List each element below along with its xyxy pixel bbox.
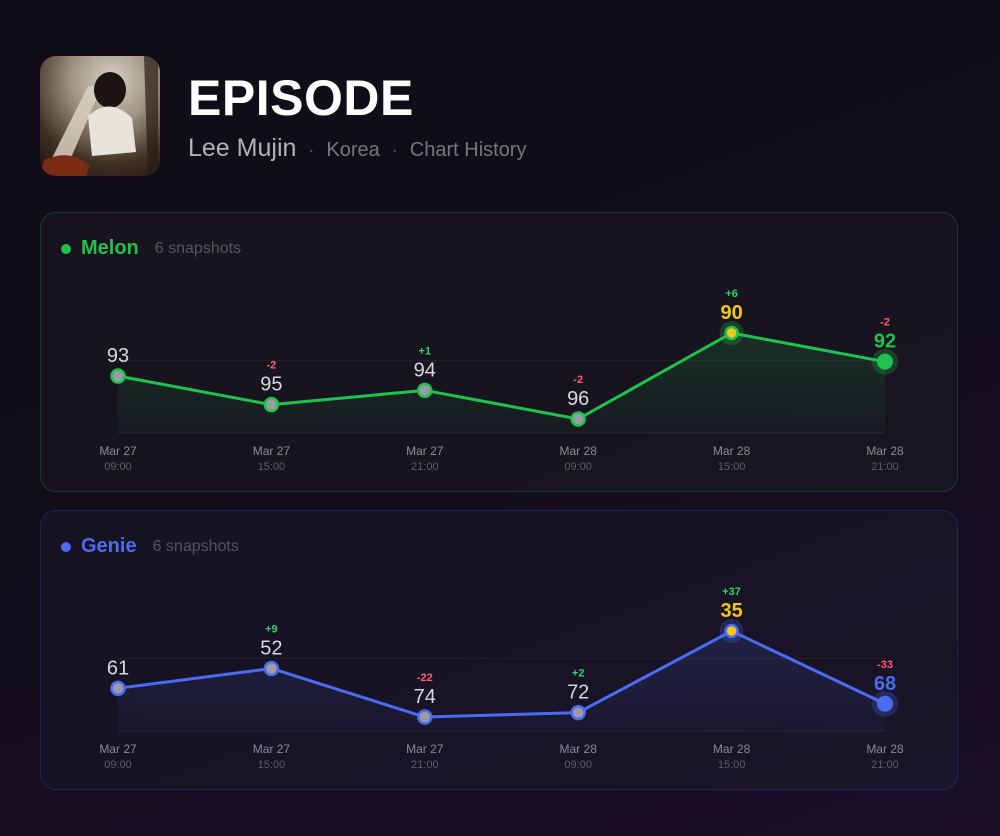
- genie-x-tick-time: 21:00: [411, 759, 439, 771]
- genie-value-label: 68: [874, 673, 896, 695]
- genie-card-header: Genie 6 snapshots: [61, 535, 239, 558]
- genie-x-tick-date: Mar 27: [406, 742, 444, 756]
- album-cover: [40, 56, 160, 176]
- genie-value-label: 72: [567, 682, 589, 704]
- genie-data-point: [263, 660, 280, 677]
- separator: ·: [391, 140, 398, 160]
- genie-data-point: [110, 680, 126, 697]
- genie-value-label: 52: [260, 637, 282, 659]
- genie-chart-title: Genie: [81, 535, 137, 557]
- genie-data-point-best: [724, 623, 739, 639]
- page-label: Chart History: [409, 139, 527, 161]
- genie-x-tick-time: 09:00: [564, 759, 592, 771]
- song-title: EPISODE: [188, 70, 414, 126]
- melon-data-point-latest: [877, 353, 893, 370]
- genie-x-tick-time: 21:00: [871, 759, 899, 771]
- melon-series-line: [117, 331, 886, 421]
- separator: ·: [308, 140, 315, 160]
- melon-snapshot-count: 6 snapshots: [154, 239, 242, 257]
- melon-data-point: [263, 396, 280, 413]
- melon-data-point: [417, 382, 433, 399]
- genie-change-label: +37: [722, 586, 741, 598]
- genie-data-point: [417, 709, 433, 725]
- genie-data-point-latest: [877, 695, 893, 712]
- melon-x-tick-date: Mar 28: [866, 444, 904, 458]
- melon-change-label: -2: [573, 374, 583, 386]
- melon-x-tick-date: Mar 28: [560, 444, 598, 458]
- genie-area-fill: [118, 631, 885, 731]
- melon-card-header: Melon 6 snapshots: [61, 237, 241, 260]
- melon-x-tick-time: 21:00: [411, 461, 439, 473]
- genie-x-tick-date: Mar 28: [866, 742, 904, 756]
- genie-data-point: [570, 704, 586, 721]
- artist-name[interactable]: Lee Mujin: [188, 134, 297, 162]
- melon-value-label: 93: [107, 345, 129, 367]
- genie-legend-dot: [61, 541, 71, 552]
- genie-x-tick-date: Mar 28: [560, 742, 598, 756]
- melon-value-label: 96: [567, 388, 589, 410]
- melon-x-tick-date: Mar 28: [713, 444, 751, 458]
- page-header: EPISODE Lee Mujin · Korea · Chart Histor…: [40, 56, 960, 176]
- genie-x-tick-date: Mar 28: [713, 742, 751, 756]
- genie-change-label: +9: [265, 623, 278, 635]
- song-subline: Lee Mujin · Korea · Chart History: [188, 134, 526, 163]
- genie-value-label: 35: [720, 600, 742, 622]
- genie-change-label: -22: [417, 672, 433, 684]
- country-label: Korea: [326, 139, 380, 161]
- genie-value-label: 61: [107, 657, 129, 679]
- genie-snapshot-count: 6 snapshots: [152, 537, 239, 555]
- melon-chart-title: Melon: [81, 237, 139, 259]
- genie-x-tick-date: Mar 27: [99, 742, 137, 756]
- melon-value-label: 95: [260, 374, 282, 396]
- melon-x-tick-date: Mar 27: [99, 444, 137, 458]
- genie-chart-card: Genie 6 snapshots 61 Mar 27 09:00 52 +9 Mar 2…: [40, 510, 958, 790]
- melon-data-point: [110, 368, 126, 384]
- album-art-image: [40, 56, 158, 176]
- melon-change-label: -2: [267, 360, 277, 372]
- melon-value-label: 90: [720, 302, 742, 324]
- genie-change-label: -33: [877, 659, 893, 671]
- melon-x-tick-time: 09:00: [564, 461, 592, 473]
- genie-x-tick-time: 09:00: [104, 759, 132, 771]
- melon-x-tick-time: 15:00: [258, 461, 286, 473]
- genie-x-tick-time: 15:00: [258, 759, 286, 771]
- melon-change-label: +1: [419, 345, 432, 357]
- melon-data-point: [570, 411, 586, 427]
- genie-x-tick-date: Mar 27: [253, 742, 291, 756]
- melon-value-label: 94: [414, 359, 436, 381]
- melon-x-tick-date: Mar 27: [406, 444, 444, 458]
- melon-chart-card: Melon 6 snapshots 93 Mar 27 09:00 95 -2 Mar 2…: [40, 212, 958, 492]
- melon-x-tick-time: 09:00: [104, 461, 132, 473]
- melon-legend-dot: [61, 243, 71, 254]
- melon-x-tick-time: 15:00: [718, 461, 746, 473]
- genie-change-label: +2: [572, 668, 585, 680]
- melon-data-point-best: [724, 325, 739, 341]
- melon-change-label: -2: [880, 317, 890, 329]
- melon-value-label: 92: [874, 331, 896, 353]
- melon-x-tick-date: Mar 27: [253, 444, 291, 458]
- melon-change-label: +6: [725, 288, 738, 300]
- genie-value-label: 74: [414, 686, 436, 708]
- melon-x-tick-time: 21:00: [871, 461, 899, 473]
- melon-area-fill: [118, 333, 885, 433]
- genie-x-tick-time: 15:00: [718, 759, 746, 771]
- melon-line-chart: 93 Mar 27 09:00 95 -2 Mar 27 15:00 94 +1 Mar 27 21…: [99, 288, 904, 473]
- genie-series-line: [117, 629, 886, 719]
- genie-line-chart: 61 Mar 27 09:00 52 +9 Mar 27 15:00 74 -22 Mar 27 2…: [99, 586, 904, 771]
